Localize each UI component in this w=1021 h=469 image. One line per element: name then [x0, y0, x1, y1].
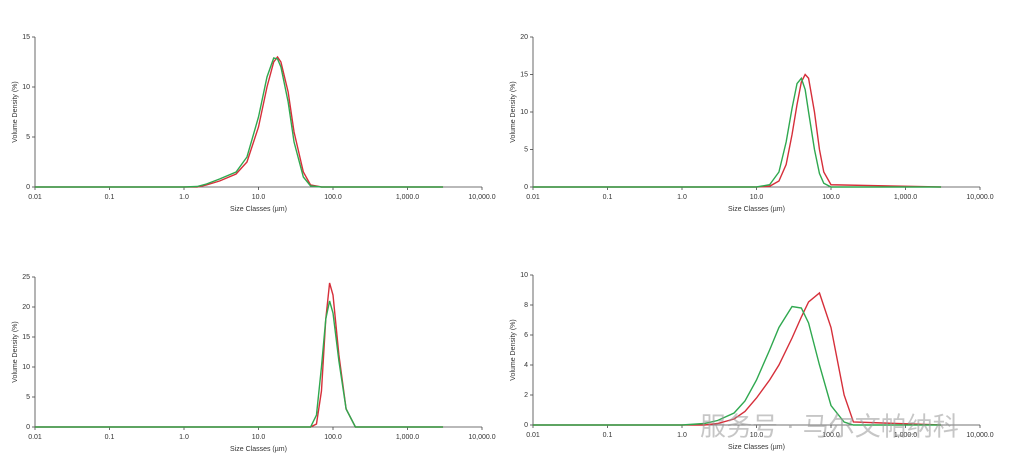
x-tick-label: 0.1 [105, 434, 115, 441]
x-tick-label: 1.0 [179, 194, 189, 201]
x-tick-label: 1.0 [677, 432, 687, 439]
y-tick-label: 2 [524, 392, 528, 399]
y-tick-label: 0 [524, 422, 528, 429]
y-tick-label: 10 [520, 272, 528, 279]
x-tick-label: 10.0 [750, 194, 764, 201]
y-tick-label: 10 [22, 364, 30, 371]
y-tick-label: 5 [26, 134, 30, 141]
x-tick-label: 100.0 [822, 194, 840, 201]
x-tick-label: 10.0 [750, 432, 764, 439]
series-line [533, 291, 942, 426]
y-tick-label: 20 [22, 304, 30, 311]
y-tick-label: 20 [520, 34, 528, 41]
y-tick-label: 0 [26, 184, 30, 191]
y-tick-label: 5 [524, 146, 528, 153]
chart: 0.01 0.1 1.0 10.0 100.0 1,000.0 10,000.0 0 2 4 6 8 1… [510, 272, 994, 451]
x-tick-label: 0.1 [603, 194, 613, 201]
x-tick-label: 10.0 [252, 194, 266, 201]
y-tick-label: 25 [22, 274, 30, 281]
x-tick-label: 1.0 [179, 434, 189, 441]
y-tick-label: 10 [22, 84, 30, 91]
y-tick-label: 4 [524, 362, 528, 369]
x-tick-label: 10,000.0 [966, 432, 993, 439]
x-tick-label: 0.01 [28, 434, 42, 441]
x-tick-label: 1,000.0 [894, 432, 917, 439]
y-tick-label: 10 [520, 109, 528, 116]
chart: 0.01 0.1 1.0 10.0 100.0 1,000.0 10,000.0 0 5 10 15… [12, 274, 496, 453]
x-tick-label: 10,000.0 [966, 194, 993, 201]
y-tick-label: 0 [26, 424, 30, 431]
y-tick-label: 15 [520, 71, 528, 78]
series-line [533, 305, 942, 426]
series-line [35, 55, 444, 188]
x-tick-label: 100.0 [324, 434, 342, 441]
y-tick-label: 0 [524, 184, 528, 191]
x-tick-label: 10,000.0 [468, 194, 495, 201]
y-tick-label: 15 [22, 34, 30, 41]
x-tick-label: 0.01 [526, 194, 540, 201]
x-tick-label: 10,000.0 [468, 434, 495, 441]
x-tick-label: 0.1 [105, 194, 115, 201]
watermark: 服务号 · 马尔文帕纳科 [700, 413, 959, 443]
x-axis-label: Size Classes (µm) [728, 444, 785, 451]
x-tick-label: 0.1 [603, 432, 613, 439]
x-tick-label: 1,000.0 [396, 194, 419, 201]
series-line [35, 57, 444, 188]
chart: 0.01 0.1 1.0 10.0 100.0 1,000.0 10,000.0 0 5 10 15… [12, 34, 496, 213]
x-tick-label: 1,000.0 [894, 194, 917, 201]
x-tick-label: 0.01 [526, 432, 540, 439]
y-axis-label: Volume Density (%) [12, 321, 19, 382]
y-tick-label: 5 [26, 394, 30, 401]
y-tick-label: 6 [524, 332, 528, 339]
y-axis-label: Volume Density (%) [12, 81, 19, 142]
series-line [35, 282, 444, 428]
x-axis-label: Size Classes (µm) [728, 206, 785, 213]
chart: 0.01 0.1 1.0 10.0 100.0 1,000.0 10,000.0 0 5 10 15… [510, 34, 994, 213]
x-tick-label: 1.0 [677, 194, 687, 201]
series-line [35, 300, 444, 428]
series-line [533, 76, 942, 188]
x-tick-label: 100.0 [324, 194, 342, 201]
y-tick-label: 15 [22, 334, 30, 341]
x-tick-label: 0.01 [28, 194, 42, 201]
x-axis-label: Size Classes (µm) [230, 206, 287, 213]
x-axis-label: Size Classes (µm) [230, 446, 287, 453]
x-tick-label: 10.0 [252, 434, 266, 441]
series-line [533, 73, 942, 188]
x-tick-label: 100.0 [822, 432, 840, 439]
y-axis-label: Volume Density (%) [510, 81, 517, 142]
y-tick-label: 8 [524, 302, 528, 309]
y-axis-label: Volume Density (%) [510, 319, 517, 380]
x-tick-label: 1,000.0 [396, 434, 419, 441]
